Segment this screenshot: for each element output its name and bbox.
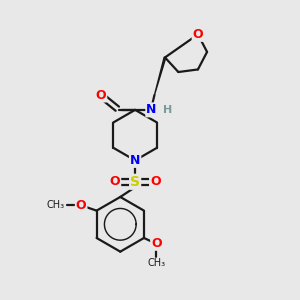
Text: N: N — [130, 154, 140, 167]
Text: O: O — [151, 237, 162, 250]
Text: O: O — [110, 175, 120, 188]
Text: O: O — [96, 88, 106, 101]
Text: O: O — [76, 199, 86, 212]
Text: N: N — [146, 103, 157, 116]
Text: CH₃: CH₃ — [46, 200, 64, 210]
Text: CH₃: CH₃ — [147, 258, 166, 268]
Text: O: O — [193, 28, 203, 41]
Text: O: O — [150, 175, 161, 188]
Text: H: H — [163, 105, 172, 115]
Text: S: S — [130, 175, 140, 189]
Polygon shape — [154, 58, 166, 95]
